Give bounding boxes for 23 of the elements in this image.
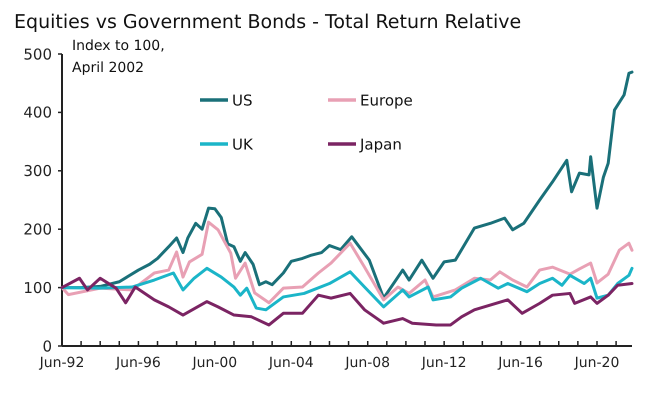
line-series	[60, 266, 634, 312]
legend-label: UK	[232, 135, 254, 154]
x-tick-label: Jun-00	[191, 355, 238, 371]
y-tick-label: 100	[23, 278, 52, 297]
line-series	[60, 220, 634, 304]
y-tick-label: 500	[23, 45, 52, 64]
x-tick-label: Jun-08	[344, 355, 390, 371]
line-series	[60, 276, 634, 326]
legend-label: Europe	[360, 91, 413, 110]
y-axis-title: Index to 100, April 2002	[72, 38, 165, 76]
x-tick-label: Jun-20	[574, 355, 620, 371]
legend-label: Japan	[359, 135, 402, 154]
x-tick-label: Jun-96	[115, 355, 161, 371]
y-tick-label: 0	[42, 337, 52, 356]
y-tick-label: 400	[23, 104, 52, 122]
y-tick-label: 300	[23, 162, 52, 180]
x-tick-label: Jun-04	[268, 355, 314, 371]
x-tick-label: Jun-12	[420, 355, 467, 371]
y-tick-label: 200	[23, 220, 52, 238]
x-tick-label: Jun-92	[38, 355, 84, 371]
chart-title: Equities vs Government Bonds - Total Return Relative	[14, 11, 522, 33]
x-tick-label: Jun-16	[497, 355, 544, 371]
legend-label: US	[232, 91, 253, 110]
